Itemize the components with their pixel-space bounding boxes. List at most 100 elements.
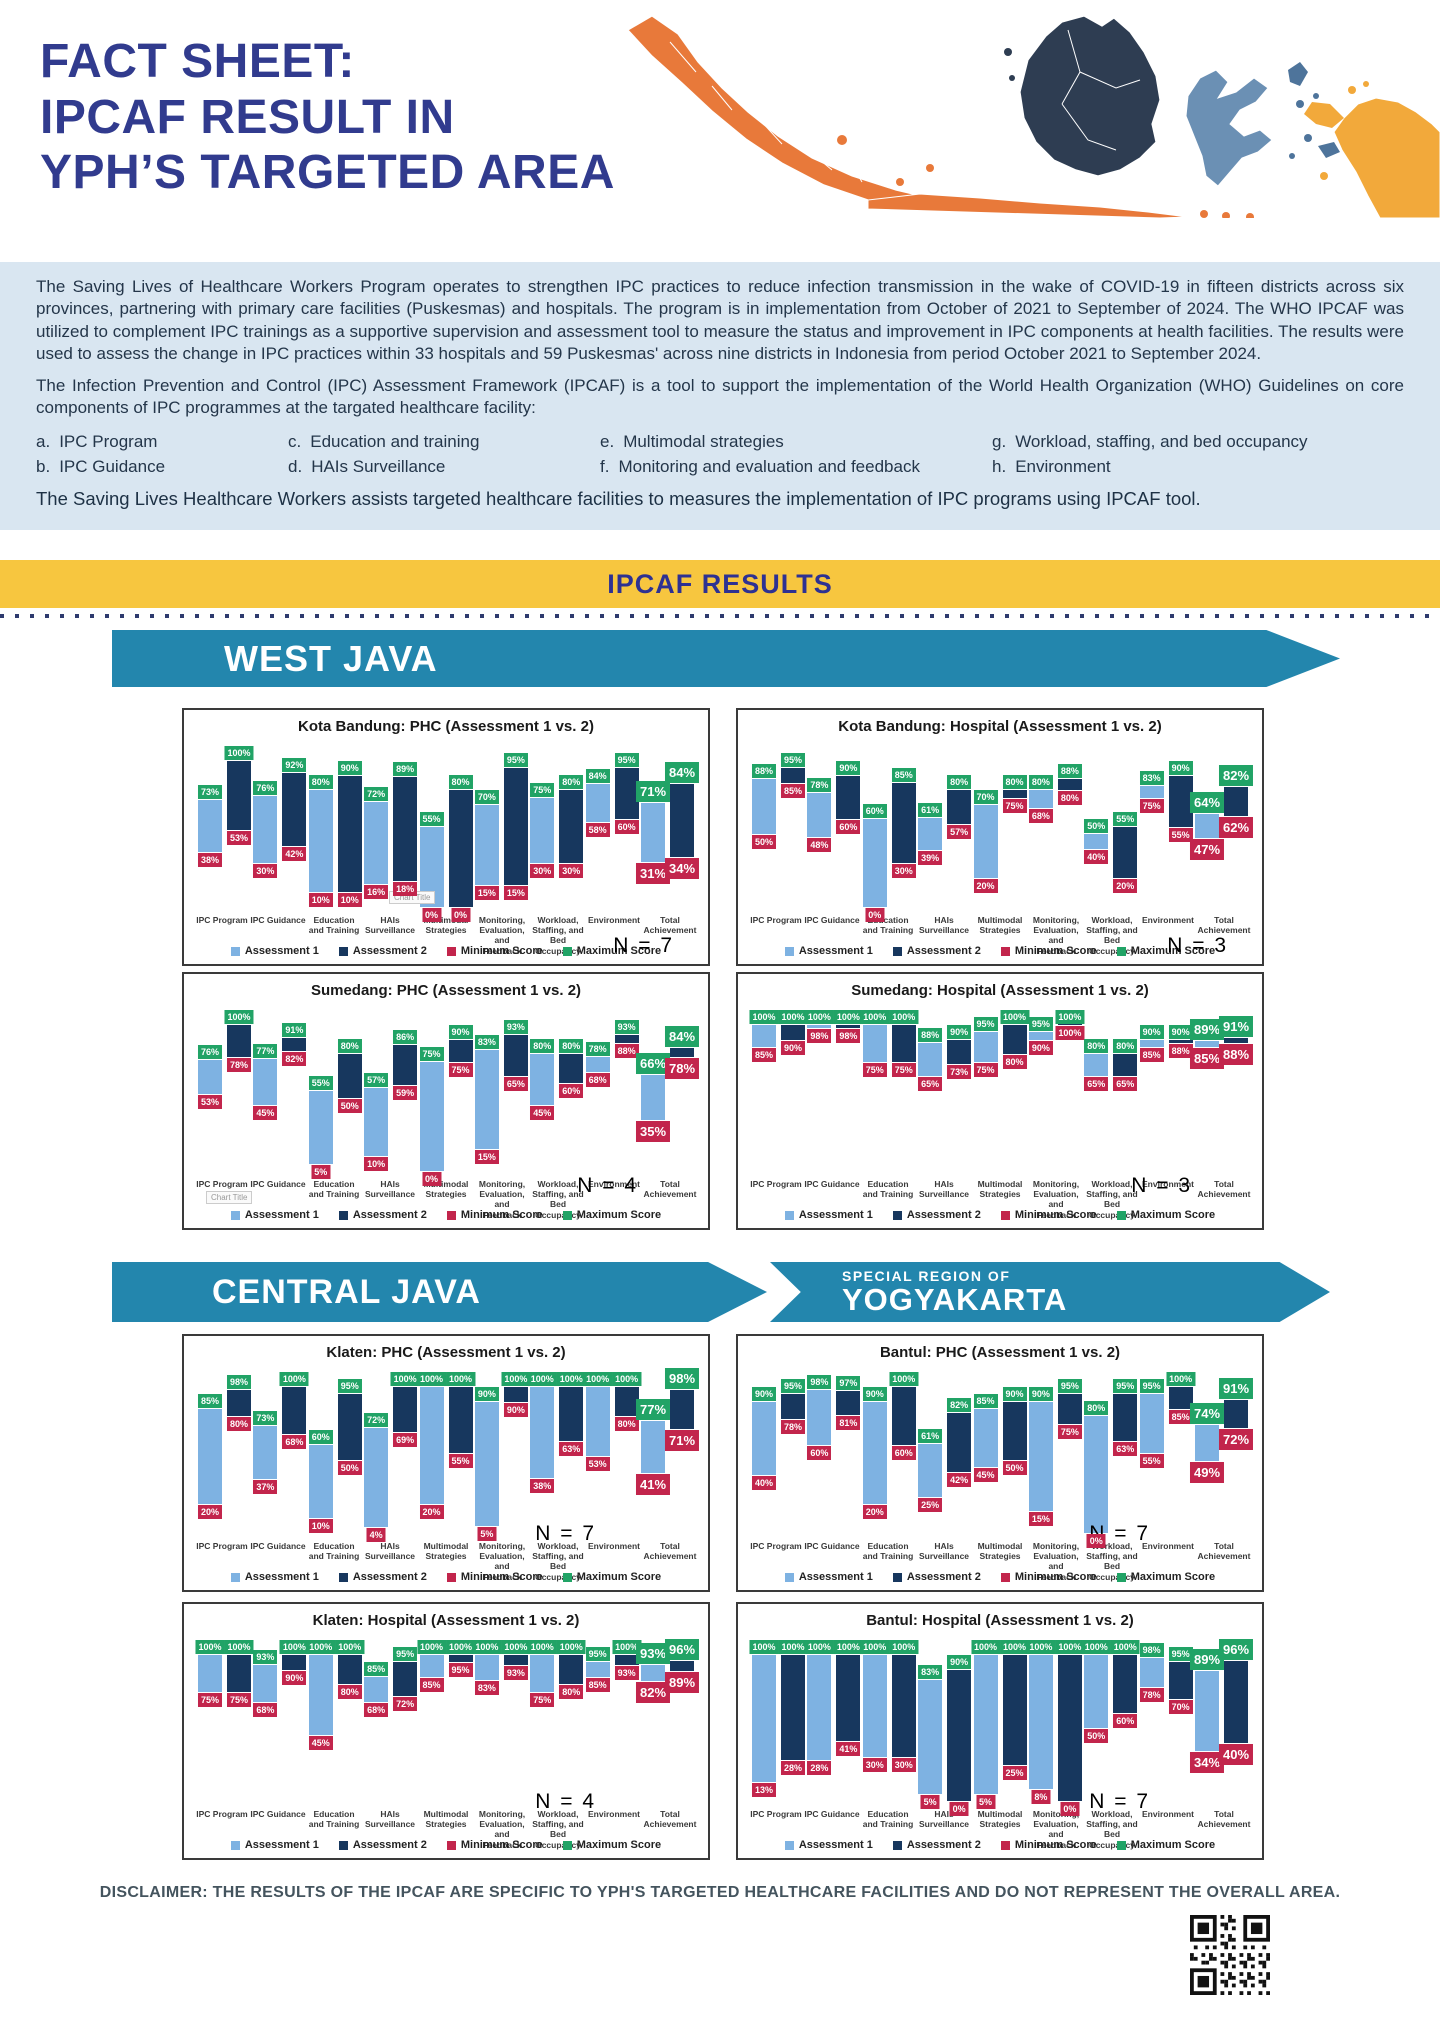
- category-labels: IPC Program IPC Guidance Education and Tra…: [748, 1179, 1252, 1220]
- legend-item: Assessment 1: [784, 945, 873, 957]
- legend-swatch: [892, 1840, 902, 1850]
- maximum-score-label: 77%: [635, 1398, 671, 1420]
- category-label: Monitoring, Evaluation, and Feedback: [1032, 1809, 1080, 1850]
- assessment2-bar: [781, 1025, 805, 1040]
- maximum-score-label: 95%: [780, 753, 806, 768]
- category-label: Monitoring, Evaluation, and Feedback: [1032, 915, 1080, 956]
- bar-slot: 80% 60%: [559, 1025, 584, 1171]
- intro-paragraph-2: The Infection Prevention and Control (IP…: [36, 375, 1404, 418]
- category-label: Workload, Staffing, and Bed Occupancy: [532, 915, 584, 956]
- ipc-component-key: f.: [600, 457, 610, 477]
- minimum-score-label: 30%: [530, 864, 555, 879]
- maximum-score-label: 78%: [585, 1042, 610, 1057]
- bar-slot: 100% 60%: [1110, 1640, 1140, 1801]
- maximum-score-label: 78%: [807, 778, 832, 793]
- bar-slot: 100% 90%: [501, 1372, 531, 1533]
- assessment1-bar: [253, 1665, 278, 1702]
- bar-group: 80% 10% 90% 10%: [308, 760, 362, 908]
- category-label: Environment: [1142, 1179, 1194, 1189]
- category-label: Monitoring, Evaluation, and Feedback: [478, 1809, 526, 1850]
- bar-slot: 85% 45%: [973, 1387, 998, 1533]
- maximum-score-label: 80%: [947, 775, 972, 790]
- minimum-score-label: 20%: [1113, 878, 1138, 893]
- maximum-score-label: 100%: [527, 1372, 557, 1386]
- assessment2-bar: [503, 1387, 528, 1402]
- legend-label: Assessment 2: [352, 1209, 427, 1221]
- minimum-score-label: 20%: [419, 1504, 444, 1519]
- maximum-score-label: 100%: [1055, 1010, 1085, 1024]
- assessment1-bar: [364, 801, 389, 884]
- chart-legend: Assessment 1 Assessment 2 Minimum Score Max…: [738, 945, 1262, 957]
- dotted-separator: [0, 614, 1440, 618]
- category-label: Monitoring, Evaluation, and Feedback: [478, 1541, 526, 1582]
- legend-swatch: [230, 1210, 240, 1220]
- maximum-score-label: 100%: [195, 1640, 225, 1654]
- maximum-score-label: 100%: [501, 1372, 531, 1386]
- maximum-score-label: 90%: [474, 1386, 499, 1401]
- bar-slot: 80% 45%: [530, 1025, 555, 1171]
- bar-slot: 100% 85%: [416, 1640, 447, 1801]
- assessment1-bar: [807, 1655, 832, 1761]
- bar-group: 90% 5% 100% 90%: [474, 1372, 531, 1541]
- minimum-score-label: 80%: [226, 1417, 252, 1432]
- assessment1-bar: [641, 1420, 665, 1474]
- bar-slot: 100% 98%: [804, 1010, 834, 1171]
- chart-plot: 100% 85% 100% 90% 100% 98% 100% 98% 100% 75% 100% 7…: [749, 1010, 1254, 1171]
- category-label: Workload, Staffing, and Bed Occupancy: [1086, 1541, 1138, 1582]
- category-label: IPC Guidance: [804, 1809, 860, 1819]
- maximum-score-label: 100%: [279, 1640, 309, 1654]
- bar-slot: 100% 75%: [224, 1640, 254, 1801]
- maximum-score-label: 90%: [1168, 760, 1193, 775]
- bar-group: 76% 30% 92% 42%: [253, 757, 307, 907]
- category-label: Multimodal Strategies: [423, 915, 469, 936]
- bar-slot: 72% 16%: [364, 761, 389, 907]
- bar-slot: 100% 55%: [445, 1372, 476, 1533]
- legend-label: Maximum Score: [576, 1839, 662, 1851]
- legend-swatch: [1116, 946, 1126, 956]
- bar-slot: 90% 75%: [448, 1024, 473, 1171]
- bar-slot: 85% 30%: [891, 761, 916, 907]
- chart-title: Bantul: Hospital (Assessment 1 vs. 2): [866, 1612, 1134, 1629]
- legend-label: Maximum Score: [1130, 1209, 1216, 1221]
- maximum-score-label: 80%: [1084, 1401, 1109, 1416]
- minimum-score-label: 85%: [1189, 1047, 1225, 1069]
- bar-group: 55% 0% 80% 0%: [419, 761, 473, 922]
- ipc-component-label: Monitoring and evaluation and feedback: [618, 457, 920, 477]
- bar-slot: 90% 60%: [836, 760, 861, 907]
- minimum-score-label: 5%: [975, 1794, 996, 1809]
- category-label: Workload, Staffing, and Bed Occupancy: [1086, 1179, 1138, 1220]
- maximum-score-label: 85%: [973, 1393, 998, 1408]
- bar-group: 83% 5% 90% 0%: [918, 1654, 972, 1816]
- assessment2-bar: [337, 1054, 362, 1098]
- maximum-score-label: 83%: [474, 1034, 499, 1049]
- maximum-score-label: 76%: [197, 1045, 223, 1060]
- minimum-score-label: 10%: [308, 1519, 333, 1534]
- legend-swatch: [562, 1572, 572, 1582]
- assessment1-bar: [198, 800, 222, 852]
- legend-swatch: [1116, 1572, 1126, 1582]
- bar-slot: 100% 50%: [1081, 1640, 1111, 1801]
- category-label: HAIs Surveillance: [918, 1809, 970, 1830]
- assessment2-bar: [559, 1054, 584, 1084]
- ipc-component-label: IPC Guidance: [59, 457, 166, 477]
- assessment1-bar: [1195, 813, 1219, 839]
- bar-slot: 95% 78%: [780, 1379, 806, 1533]
- bar-slot: 90% 55%: [1168, 760, 1193, 907]
- category-label: Environment: [588, 1541, 640, 1551]
- chart-legend: Assessment 1 Assessment 2 Minimum Score Max…: [738, 1571, 1262, 1583]
- assessment1-bar: [308, 1090, 333, 1164]
- bar-group: 71% 31% 84% 34%: [635, 761, 700, 907]
- bar-slot: 88% 50%: [751, 761, 777, 907]
- minimum-score-label: 25%: [1002, 1765, 1027, 1780]
- category-label: HAIs Surveillance: [918, 915, 970, 936]
- chart-title-artifact: Chart Title: [206, 1191, 253, 1204]
- legend-label: Assessment 2: [906, 1839, 981, 1851]
- ipc-component-item: d. HAIs Surveillance: [288, 454, 600, 480]
- assessment2-bar: [559, 1655, 584, 1685]
- minimum-score-label: 82%: [635, 1682, 671, 1704]
- bar-slot: 96% 89%: [664, 1638, 700, 1801]
- assessment1-bar: [862, 819, 887, 907]
- minimum-score-label: 63%: [559, 1442, 584, 1457]
- category-label: Total Achievement: [643, 1809, 697, 1830]
- assessment2-bar: [559, 790, 584, 864]
